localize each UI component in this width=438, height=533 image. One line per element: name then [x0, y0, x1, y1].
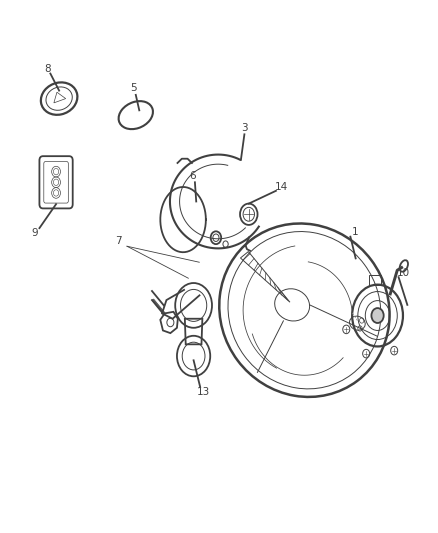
- Text: 10: 10: [396, 268, 410, 278]
- Circle shape: [371, 308, 384, 323]
- Text: 14: 14: [275, 182, 288, 191]
- Text: 7: 7: [115, 236, 122, 246]
- Text: 9: 9: [32, 229, 39, 238]
- Text: 5: 5: [130, 83, 137, 93]
- Text: 13: 13: [197, 387, 210, 397]
- Text: 1: 1: [351, 228, 358, 237]
- Text: 3: 3: [241, 123, 248, 133]
- Text: 6: 6: [189, 171, 196, 181]
- Text: 8: 8: [44, 64, 51, 74]
